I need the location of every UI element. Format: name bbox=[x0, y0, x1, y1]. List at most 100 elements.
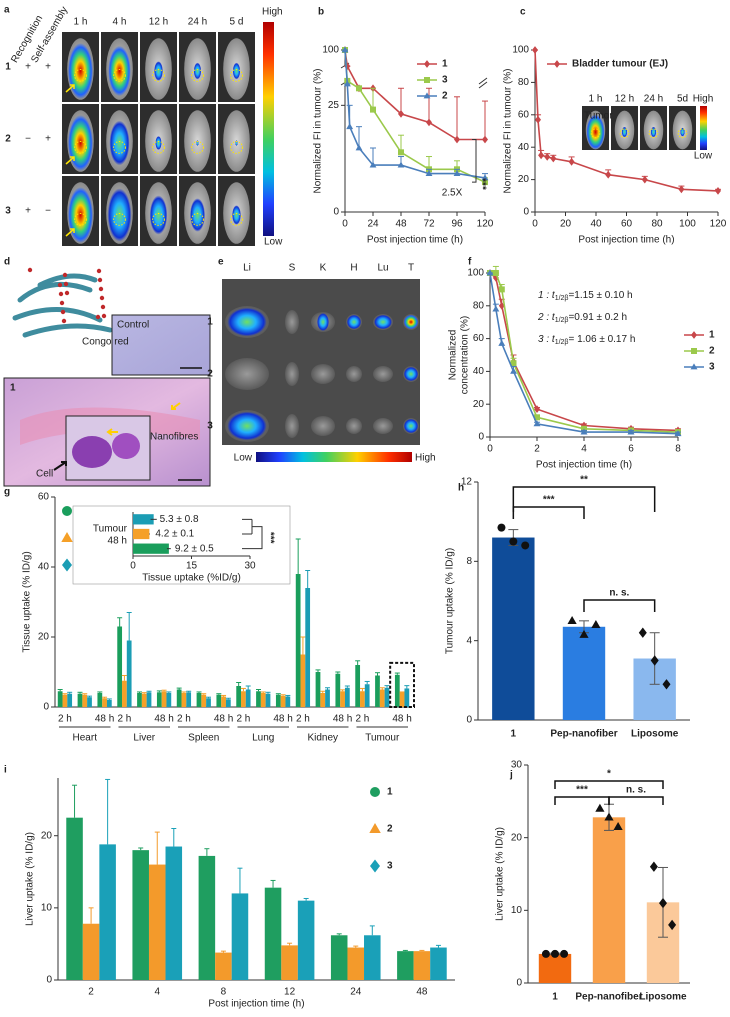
row-label: + bbox=[45, 134, 51, 145]
y-tick-label: 20 bbox=[41, 830, 53, 841]
organ bbox=[346, 418, 362, 434]
marker bbox=[425, 170, 433, 176]
legend-marker bbox=[554, 60, 560, 68]
annotation-part: 1 : t bbox=[538, 290, 556, 301]
data-point bbox=[662, 679, 671, 690]
x-tick-label: 15 bbox=[186, 561, 198, 572]
legend-label: 2 bbox=[709, 346, 715, 357]
data-point bbox=[649, 861, 658, 872]
bar bbox=[241, 691, 246, 707]
bar bbox=[275, 694, 281, 707]
annotation: 1 : t1/2β=1.15 ± 0.10 h bbox=[538, 290, 633, 302]
data-point bbox=[521, 541, 530, 550]
column-label: T bbox=[408, 263, 414, 274]
y-tick-label: 60 bbox=[518, 109, 530, 120]
x-tick-label: 40 bbox=[590, 219, 602, 230]
data-point bbox=[659, 897, 667, 909]
colorbar-label: High bbox=[693, 94, 714, 105]
x-tick-label: Liposome bbox=[631, 729, 679, 740]
tumour-outline bbox=[113, 212, 126, 226]
y-tick-label: 80 bbox=[473, 300, 485, 311]
fluorescence bbox=[108, 45, 131, 97]
bar bbox=[320, 693, 326, 707]
column-label: S bbox=[289, 263, 296, 274]
bracket bbox=[554, 796, 610, 805]
bar bbox=[375, 675, 380, 707]
marker bbox=[498, 339, 506, 346]
legend-label: 2 bbox=[387, 824, 393, 835]
column-label: 4 h bbox=[113, 17, 127, 28]
fluorescence bbox=[232, 62, 241, 80]
bar bbox=[347, 947, 365, 980]
legend-label: 3 bbox=[442, 75, 448, 86]
organ bbox=[225, 358, 269, 390]
tumour-outline bbox=[619, 128, 630, 139]
group-label: Heart bbox=[73, 733, 98, 744]
y-axis-label: Tissue uptake (% ID/g) bbox=[22, 551, 33, 652]
panel-letter: h bbox=[458, 483, 464, 494]
bar bbox=[384, 687, 390, 707]
y-tick-label: 0 bbox=[333, 207, 339, 218]
column-label: 12 h bbox=[149, 17, 168, 28]
x-tick-label: 2 h bbox=[177, 714, 191, 725]
bar bbox=[297, 900, 315, 980]
y-tick-label: 4 bbox=[466, 635, 472, 646]
bar bbox=[201, 694, 207, 707]
row-label: − bbox=[45, 206, 51, 217]
organ bbox=[311, 416, 335, 436]
bar bbox=[265, 693, 271, 707]
cell bbox=[112, 433, 140, 459]
value-label: 9.2 ± 0.5 bbox=[175, 543, 214, 554]
annotation: *** bbox=[543, 495, 555, 506]
dye-atom bbox=[64, 290, 70, 296]
marker bbox=[674, 430, 682, 437]
annotation: n. s. bbox=[609, 588, 629, 599]
row-label: 1 bbox=[207, 317, 213, 328]
y-tick-label: 20 bbox=[518, 174, 530, 185]
control-image bbox=[111, 314, 211, 376]
inset-label: 5d bbox=[677, 94, 688, 105]
marker bbox=[510, 367, 517, 374]
legend-marker bbox=[370, 859, 380, 873]
bar bbox=[236, 686, 242, 707]
y-tick-label: 40 bbox=[38, 562, 50, 573]
data-point bbox=[650, 655, 659, 666]
inset-label: 1 h bbox=[589, 94, 603, 105]
series-line bbox=[489, 272, 679, 432]
marker bbox=[510, 360, 517, 367]
x-tick-label: 0 bbox=[532, 219, 538, 230]
arrow bbox=[65, 228, 75, 237]
highlight-box bbox=[389, 661, 415, 709]
row-label: − bbox=[25, 134, 31, 145]
x-tick-label: 60 bbox=[621, 219, 633, 230]
inset-frame bbox=[72, 505, 291, 585]
organ bbox=[373, 418, 393, 434]
x-tick-label: 48 bbox=[416, 987, 428, 998]
marker bbox=[568, 157, 575, 166]
x-tick-label: 0 bbox=[342, 219, 348, 230]
y-axis-label: concentration (%) bbox=[460, 316, 471, 394]
bar bbox=[295, 574, 301, 707]
x-tick-label: 4 bbox=[581, 444, 587, 455]
x-tick-label: 48 h bbox=[214, 714, 233, 725]
annotation: ** bbox=[580, 475, 588, 486]
legend-marker bbox=[691, 331, 697, 339]
column-label: Li bbox=[243, 263, 251, 274]
annotation: *** bbox=[576, 785, 588, 796]
x-tick-label: 8 bbox=[221, 987, 227, 998]
marker bbox=[356, 85, 362, 92]
marker bbox=[605, 170, 612, 179]
tumour-outline bbox=[191, 68, 204, 82]
y-tick-label: 12 bbox=[461, 477, 473, 488]
y-axis-label: Liver uptake (% ID/g) bbox=[25, 832, 36, 926]
x-tick-label: 72 bbox=[423, 219, 435, 230]
dye-atom bbox=[97, 277, 103, 283]
bar bbox=[161, 691, 167, 707]
marker bbox=[341, 46, 349, 53]
bar bbox=[137, 693, 142, 707]
marker bbox=[535, 115, 541, 124]
series-line bbox=[534, 49, 719, 192]
row-label: 3 bbox=[5, 206, 11, 217]
data-point bbox=[595, 803, 605, 812]
colorbar bbox=[256, 452, 412, 462]
